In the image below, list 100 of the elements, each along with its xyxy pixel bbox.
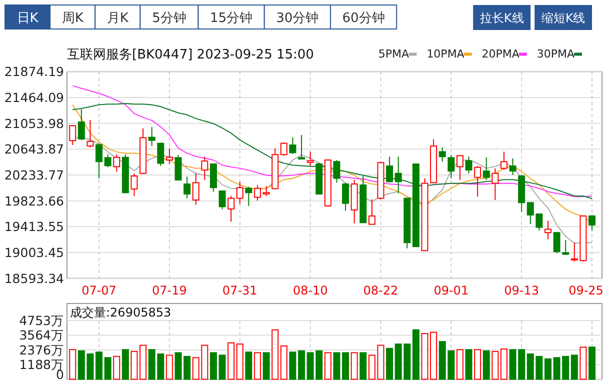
candlestick (201, 156, 208, 180)
y-tick-label: 20233.77 (4, 168, 64, 182)
x-tick-label: 07-07 (82, 283, 116, 298)
x-tick-label: 09-13 (504, 283, 540, 298)
candlestick (509, 158, 516, 176)
candlestick (192, 172, 200, 206)
legend-label: 10PMA (426, 48, 465, 61)
bar (104, 357, 112, 380)
text: 缩短K线 (541, 11, 586, 25)
candlestick (228, 195, 235, 222)
bar (465, 349, 472, 380)
candlestick (474, 165, 482, 198)
bar (262, 352, 270, 380)
text: 周K (62, 11, 84, 26)
bar (96, 352, 103, 380)
candlestick (254, 184, 261, 202)
candlestick (104, 154, 112, 168)
bar (210, 352, 217, 380)
bar (544, 358, 552, 380)
text: 拉长K线 (480, 11, 524, 25)
candlestick (78, 108, 85, 141)
candlestick (113, 154, 120, 172)
candlestick (438, 146, 446, 162)
x-tick-label: 09-25 (568, 283, 604, 298)
bar (245, 352, 252, 380)
candlestick (86, 120, 94, 148)
candlestick (588, 214, 596, 232)
text: 60分钟 (342, 11, 385, 26)
y-tick-label: 18593.34 (4, 270, 64, 286)
text: 日K (16, 11, 39, 26)
candlestick (482, 156, 490, 180)
text: 30分钟 (276, 11, 319, 26)
candlestick (368, 198, 376, 226)
line-series (72, 102, 592, 200)
candlestick (342, 182, 350, 212)
bar (174, 352, 182, 380)
x-tick-label: 08-22 (363, 283, 398, 298)
bar (482, 350, 490, 380)
candlestick (298, 134, 305, 160)
candlestick (465, 156, 472, 174)
candlestick (306, 151, 314, 166)
bar (218, 354, 226, 380)
y-tick-label: 4753万 (19, 313, 64, 328)
candlestick (184, 176, 191, 199)
candlestick (333, 160, 340, 184)
bar (570, 354, 578, 380)
bar (122, 349, 129, 380)
candlestick (96, 142, 103, 179)
candlestick (174, 154, 182, 181)
text: 5分钟 (152, 11, 186, 26)
bar (386, 348, 394, 380)
candlestick (218, 190, 226, 210)
y-tick-label: 19413.55 (4, 219, 64, 234)
candlestick (562, 239, 570, 256)
bar (289, 352, 296, 380)
bar (333, 352, 340, 380)
candlestick (280, 142, 288, 156)
y-tick-label: 21053.98 (4, 116, 64, 131)
candlestick (262, 186, 270, 196)
candlestick (544, 220, 552, 240)
y-tick-label: 19003.45 (4, 244, 64, 260)
x-tick-label: 09-01 (434, 283, 469, 298)
candlestick (130, 172, 138, 196)
x-tick-label: 08-10 (292, 283, 328, 298)
candlestick (157, 142, 164, 166)
text: 15分钟 (210, 11, 253, 26)
bar (412, 329, 420, 380)
x-tick-label: 07-19 (152, 283, 187, 298)
candlestick (245, 186, 252, 206)
candlestick (166, 148, 173, 164)
candlestick (448, 154, 455, 179)
candlestick (148, 126, 156, 147)
bar (342, 352, 350, 380)
candlestick (236, 181, 244, 204)
legend-label: 30PMA (536, 48, 576, 61)
legend-label: 5PMA (378, 48, 410, 61)
candlestick (553, 232, 560, 254)
candlestick (69, 124, 76, 146)
y-tick-label: 2376万 (19, 342, 64, 358)
bar (360, 352, 367, 380)
legend-label: 20PMA (482, 48, 520, 61)
y-tick-label: 21874.19 (4, 64, 64, 80)
candlestick (210, 162, 217, 192)
x-tick-label: 07-31 (222, 283, 258, 298)
y-tick-label: 19823.66 (4, 193, 64, 208)
bar (184, 356, 191, 380)
bar (588, 346, 596, 380)
text: 月K (106, 11, 129, 26)
candlestick (394, 156, 402, 194)
y-tick-label: 3564万 (19, 328, 64, 343)
chart-title: 互联网服务[BK0447] 2023-09-25 15:00 (67, 48, 314, 63)
text: 成交量:26905853 (70, 306, 172, 320)
candlestick (456, 154, 464, 180)
y-tick-label: 20643.87 (4, 142, 64, 157)
candlestick (492, 168, 499, 200)
candlestick (500, 151, 508, 171)
candlestick (289, 136, 296, 155)
candlestick (386, 156, 394, 184)
bar (298, 350, 305, 380)
y-tick-label: 21464.09 (4, 90, 64, 106)
